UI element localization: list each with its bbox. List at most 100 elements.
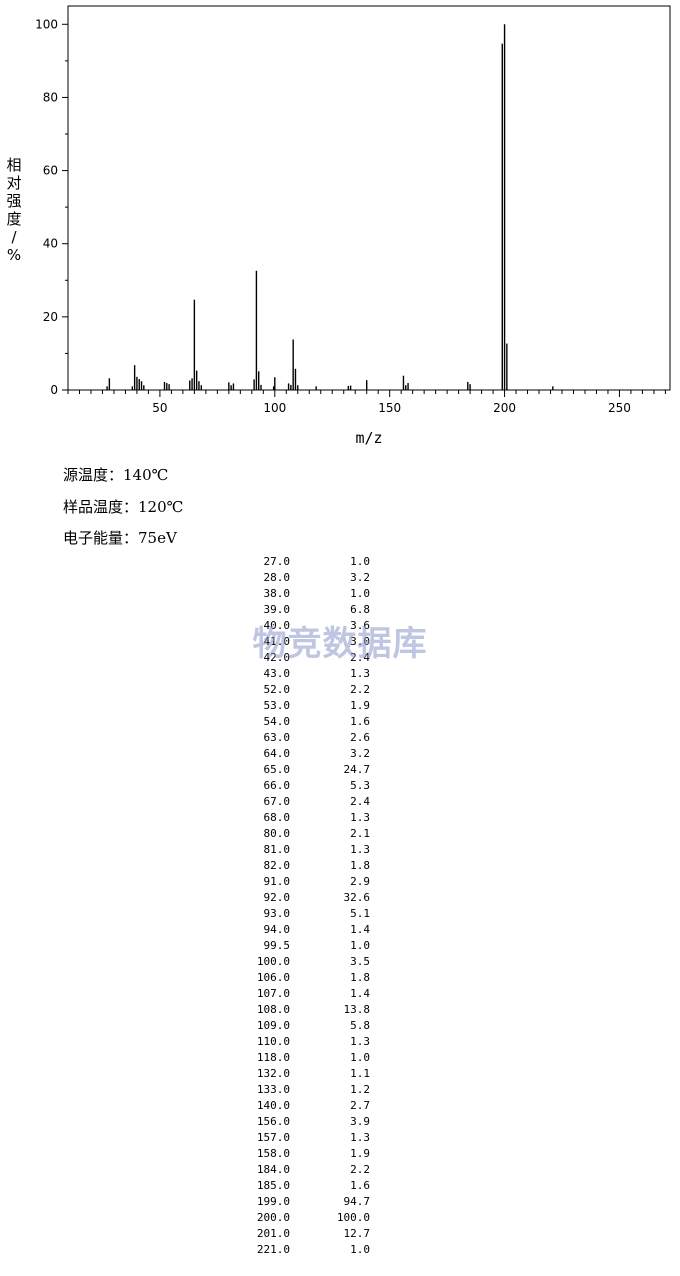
table-row: 108.0 13.8 (200, 1002, 380, 1018)
table-row: 53.0 1.9 (200, 698, 380, 714)
spectrum-peaks (106, 24, 554, 390)
peak-mz-value: 82.0 (263, 859, 291, 872)
peak-intensity-value: 1.0 (350, 1243, 370, 1256)
peak-intensity-value: 12.7 (343, 1227, 371, 1240)
table-row: 110.0 1.3 (200, 1034, 380, 1050)
y-axis-label-char: 强 (6, 192, 22, 210)
peak-mz-value: 106.0 (256, 971, 290, 984)
x-axis-ticks: 50 100 150 200 250 (67, 390, 666, 415)
peak-mz-value: 92.0 (263, 891, 291, 904)
mass-spectrum-chart: 0 20 40 60 80 100 50 100 150 200 250 m/z (35, 5, 671, 447)
peak-mz-value: 156.0 (256, 1115, 290, 1128)
x-axis-label: m/z (355, 429, 382, 447)
peak-intensity-value: 1.9 (350, 1147, 370, 1160)
x-tick-label: 100 (263, 401, 286, 415)
peak-mz-value: 68.0 (263, 811, 291, 824)
table-row: 132.0 1.1 (200, 1066, 380, 1082)
table-row: 106.0 1.8 (200, 970, 380, 986)
y-axis-label-char: % (6, 246, 22, 264)
table-row: 140.0 2.7 (200, 1098, 380, 1114)
table-row: 41.0 3.0 (200, 634, 380, 650)
table-row: 94.0 1.4 (200, 922, 380, 938)
table-row: 91.0 2.9 (200, 874, 380, 890)
peak-intensity-value: 1.4 (350, 987, 370, 1000)
peak-intensity-value: 1.0 (350, 939, 370, 952)
peak-mz-value: 81.0 (263, 843, 291, 856)
y-tick-label: 20 (43, 310, 58, 324)
peak-intensity-value: 3.2 (350, 747, 370, 760)
peak-mz-value: 39.0 (263, 603, 291, 616)
table-row: 54.0 1.6 (200, 714, 380, 730)
peak-intensity-value: 2.6 (350, 731, 370, 744)
peak-mz-value: 38.0 (263, 587, 291, 600)
y-tick-label: 100 (35, 17, 58, 31)
y-axis-ticks: 0 20 40 60 80 100 (35, 17, 68, 397)
x-tick-label: 150 (378, 401, 401, 415)
peak-intensity-value: 3.9 (350, 1115, 370, 1128)
peak-intensity-value: 1.6 (350, 1179, 370, 1192)
peak-intensity-value: 1.4 (350, 923, 370, 936)
peak-intensity-value: 5.1 (350, 907, 370, 920)
table-row: 100.0 3.5 (200, 954, 380, 970)
y-axis-label-char: 对 (6, 174, 22, 192)
peak-mz-value: 158.0 (256, 1147, 290, 1160)
peak-intensity-value: 1.3 (350, 811, 370, 824)
table-row: 157.0 1.3 (200, 1130, 380, 1146)
peak-intensity-value: 1.3 (350, 1035, 370, 1048)
peak-mz-value: 91.0 (263, 875, 291, 888)
peak-mz-value: 157.0 (256, 1131, 290, 1144)
peak-mz-value: 80.0 (263, 827, 291, 840)
table-row: 158.0 1.9 (200, 1146, 380, 1162)
peak-mz-value: 200.0 (256, 1211, 290, 1224)
peak-mz-value: 108.0 (256, 1003, 290, 1016)
table-row: 39.0 6.8 (200, 602, 380, 618)
peak-mz-value: 43.0 (263, 667, 291, 680)
peak-intensity-value: 24.7 (343, 763, 371, 776)
table-row: 52.0 2.2 (200, 682, 380, 698)
table-row: 65.0 24.7 (200, 762, 380, 778)
peak-mz-value: 109.0 (256, 1019, 290, 1032)
table-row: 43.0 1.3 (200, 666, 380, 682)
x-tick-label: 50 (152, 401, 167, 415)
table-row: 40.0 3.6 (200, 618, 380, 634)
y-tick-label: 60 (43, 164, 58, 178)
table-row: 200.0 100.0 (200, 1210, 380, 1226)
table-row: 221.0 1.0 (200, 1242, 380, 1258)
peak-mz-value: 63.0 (263, 731, 291, 744)
y-tick-label: 0 (50, 383, 58, 397)
plot-frame (67, 5, 671, 391)
peak-mz-value: 185.0 (256, 1179, 290, 1192)
table-row: 109.0 5.8 (200, 1018, 380, 1034)
peak-mz-value: 110.0 (256, 1035, 290, 1048)
y-axis-label-char: 相 (6, 156, 22, 174)
peak-mz-value: 27.0 (263, 555, 291, 568)
peak-mz-value: 99.5 (263, 939, 291, 952)
y-axis-label: 相对强度 /% (4, 156, 24, 264)
peak-intensity-value: 5.3 (350, 779, 370, 792)
table-row: 156.0 3.9 (200, 1114, 380, 1130)
peak-intensity-value: 2.4 (350, 795, 370, 808)
peak-intensity-value: 1.0 (350, 555, 370, 568)
table-row: 199.0 94.7 (200, 1194, 380, 1210)
peak-intensity-value: 2.7 (350, 1099, 370, 1112)
peak-intensity-value: 1.3 (350, 843, 370, 856)
peak-intensity-value: 1.3 (350, 1131, 370, 1144)
x-tick-label: 250 (608, 401, 631, 415)
peak-intensity-value: 1.0 (350, 587, 370, 600)
peak-mz-value: 132.0 (256, 1067, 290, 1080)
table-row: 201.0 12.7 (200, 1226, 380, 1242)
table-row: 28.0 3.2 (200, 570, 380, 586)
peak-mz-value: 54.0 (263, 715, 291, 728)
table-row: 184.0 2.2 (200, 1162, 380, 1178)
peak-table: 27.0 1.0 28.0 3.2 38.0 1.0 39.0 6.8 40.0 3.6 41.0 3… (200, 554, 380, 1258)
table-row: 93.0 5.1 (200, 906, 380, 922)
peak-intensity-value: 100.0 (336, 1211, 370, 1224)
table-row: 80.0 2.1 (200, 826, 380, 842)
table-row: 92.0 32.6 (200, 890, 380, 906)
peak-intensity-value: 6.8 (350, 603, 370, 616)
peak-mz-value: 140.0 (256, 1099, 290, 1112)
y-axis-label-char: 度 (6, 210, 22, 228)
peak-intensity-value: 94.7 (343, 1195, 371, 1208)
y-tick-label: 40 (43, 237, 58, 251)
peak-intensity-value: 3.0 (350, 635, 370, 648)
